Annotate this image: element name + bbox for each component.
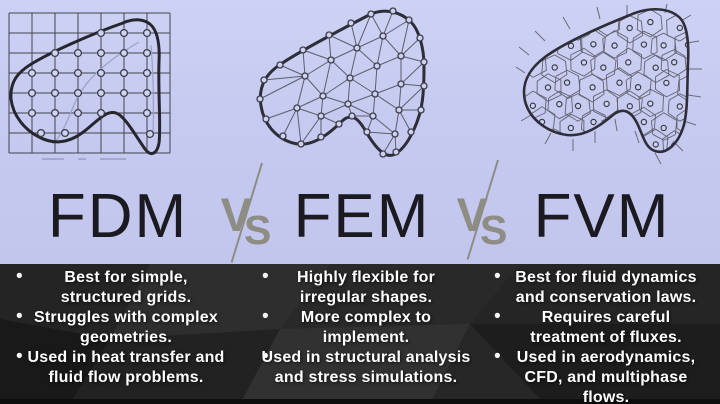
bullet-dot: • [494, 266, 501, 287]
mesh-nodes [256, 7, 428, 158]
comparison-section: • Best for simple, structured grids. • Str… [0, 264, 720, 404]
title-fem: FEM [293, 182, 431, 251]
bullet-dot: • [494, 306, 501, 327]
list-item: • Struggles with complex geometries. [0, 306, 240, 348]
list-item: • Requires careful treatment of fluxes. [480, 306, 720, 348]
bullet-dot: • [16, 266, 23, 287]
vs-letter-v: V [220, 188, 252, 241]
bullet-dot: • [262, 346, 269, 367]
illegible-caption-marks [42, 158, 132, 162]
grid-nodes [27, 28, 155, 139]
bullet-text: Struggles with complex geometries. [34, 309, 218, 346]
bullet-text: Used in structural analysis and stress s… [261, 349, 471, 386]
faint-inner-curve-right [150, 44, 154, 135]
bullet-text: Used in heat transfer and fluid flow pro… [27, 349, 225, 386]
title-fvm: FVM [533, 182, 671, 251]
bullet-dot: • [494, 346, 501, 367]
bullet-columns: • Best for simple, structured grids. • Str… [0, 264, 720, 404]
bullet-dot: • [262, 266, 269, 287]
fem-bullet-list: • Highly flexible for irregular shapes. •… [240, 266, 480, 388]
low-poly-background [0, 264, 720, 404]
bullet-text: Best for fluid dynamics and conservation… [515, 269, 697, 306]
hero-section: FDM FEM FVM VS VS [0, 0, 720, 264]
list-item: • Best for fluid dynamics and conservatio… [480, 266, 720, 308]
domain-boundary [9, 18, 162, 155]
fdm-structured-grid-diagram [8, 12, 171, 155]
list-item: • Highly flexible for irregular shapes. [240, 266, 480, 308]
vs-badge-right: VS [456, 188, 508, 251]
bullet-text: Best for simple, structured grids. [60, 269, 192, 306]
bullet-text: Used in aerodynamics, CFD, and multiphas… [516, 349, 696, 404]
bullet-dot: • [16, 306, 23, 327]
title-fdm: FDM [47, 182, 189, 251]
fem-triangular-mesh-diagram [256, 7, 428, 158]
vs-letter-s: S [244, 207, 272, 253]
bullet-text: Highly flexible for irregular shapes. [296, 269, 436, 306]
list-item: • Used in heat transfer and fluid flow pr… [0, 346, 240, 388]
flux-whiskers [515, 3, 702, 165]
list-item: • More complex to implement. [240, 306, 480, 348]
bullet-dot: • [16, 346, 23, 367]
fem-column: • Highly flexible for irregular shapes. •… [240, 264, 480, 404]
faint-inner-curve [52, 41, 140, 145]
vs-badge-left: VS [220, 188, 272, 251]
mesh-edges [259, 10, 425, 155]
vs-letter-v: V [456, 188, 488, 241]
fdm-bullet-list: • Best for simple, structured grids. • Str… [0, 266, 240, 388]
fvm-column: • Best for fluid dynamics and conservatio… [480, 264, 720, 404]
fdm-column: • Best for simple, structured grids. • Str… [0, 264, 240, 404]
bullet-dot: • [262, 306, 269, 327]
vs-letter-s: S [480, 207, 508, 253]
fvm-polygonal-mesh-diagram [515, 3, 702, 165]
list-item: • Used in structural analysis and stress … [240, 346, 480, 388]
grid-lines [8, 12, 171, 154]
bullet-text: Requires careful treatment of fluxes. [530, 309, 682, 346]
domain-boundary [522, 8, 690, 154]
list-item: • Used in aerodynamics, CFD, and multipha… [480, 346, 720, 404]
bullet-text: More complex to implement. [300, 309, 432, 346]
fvm-bullet-list: • Best for fluid dynamics and conservatio… [480, 266, 720, 404]
list-item: • Best for simple, structured grids. [0, 266, 240, 308]
